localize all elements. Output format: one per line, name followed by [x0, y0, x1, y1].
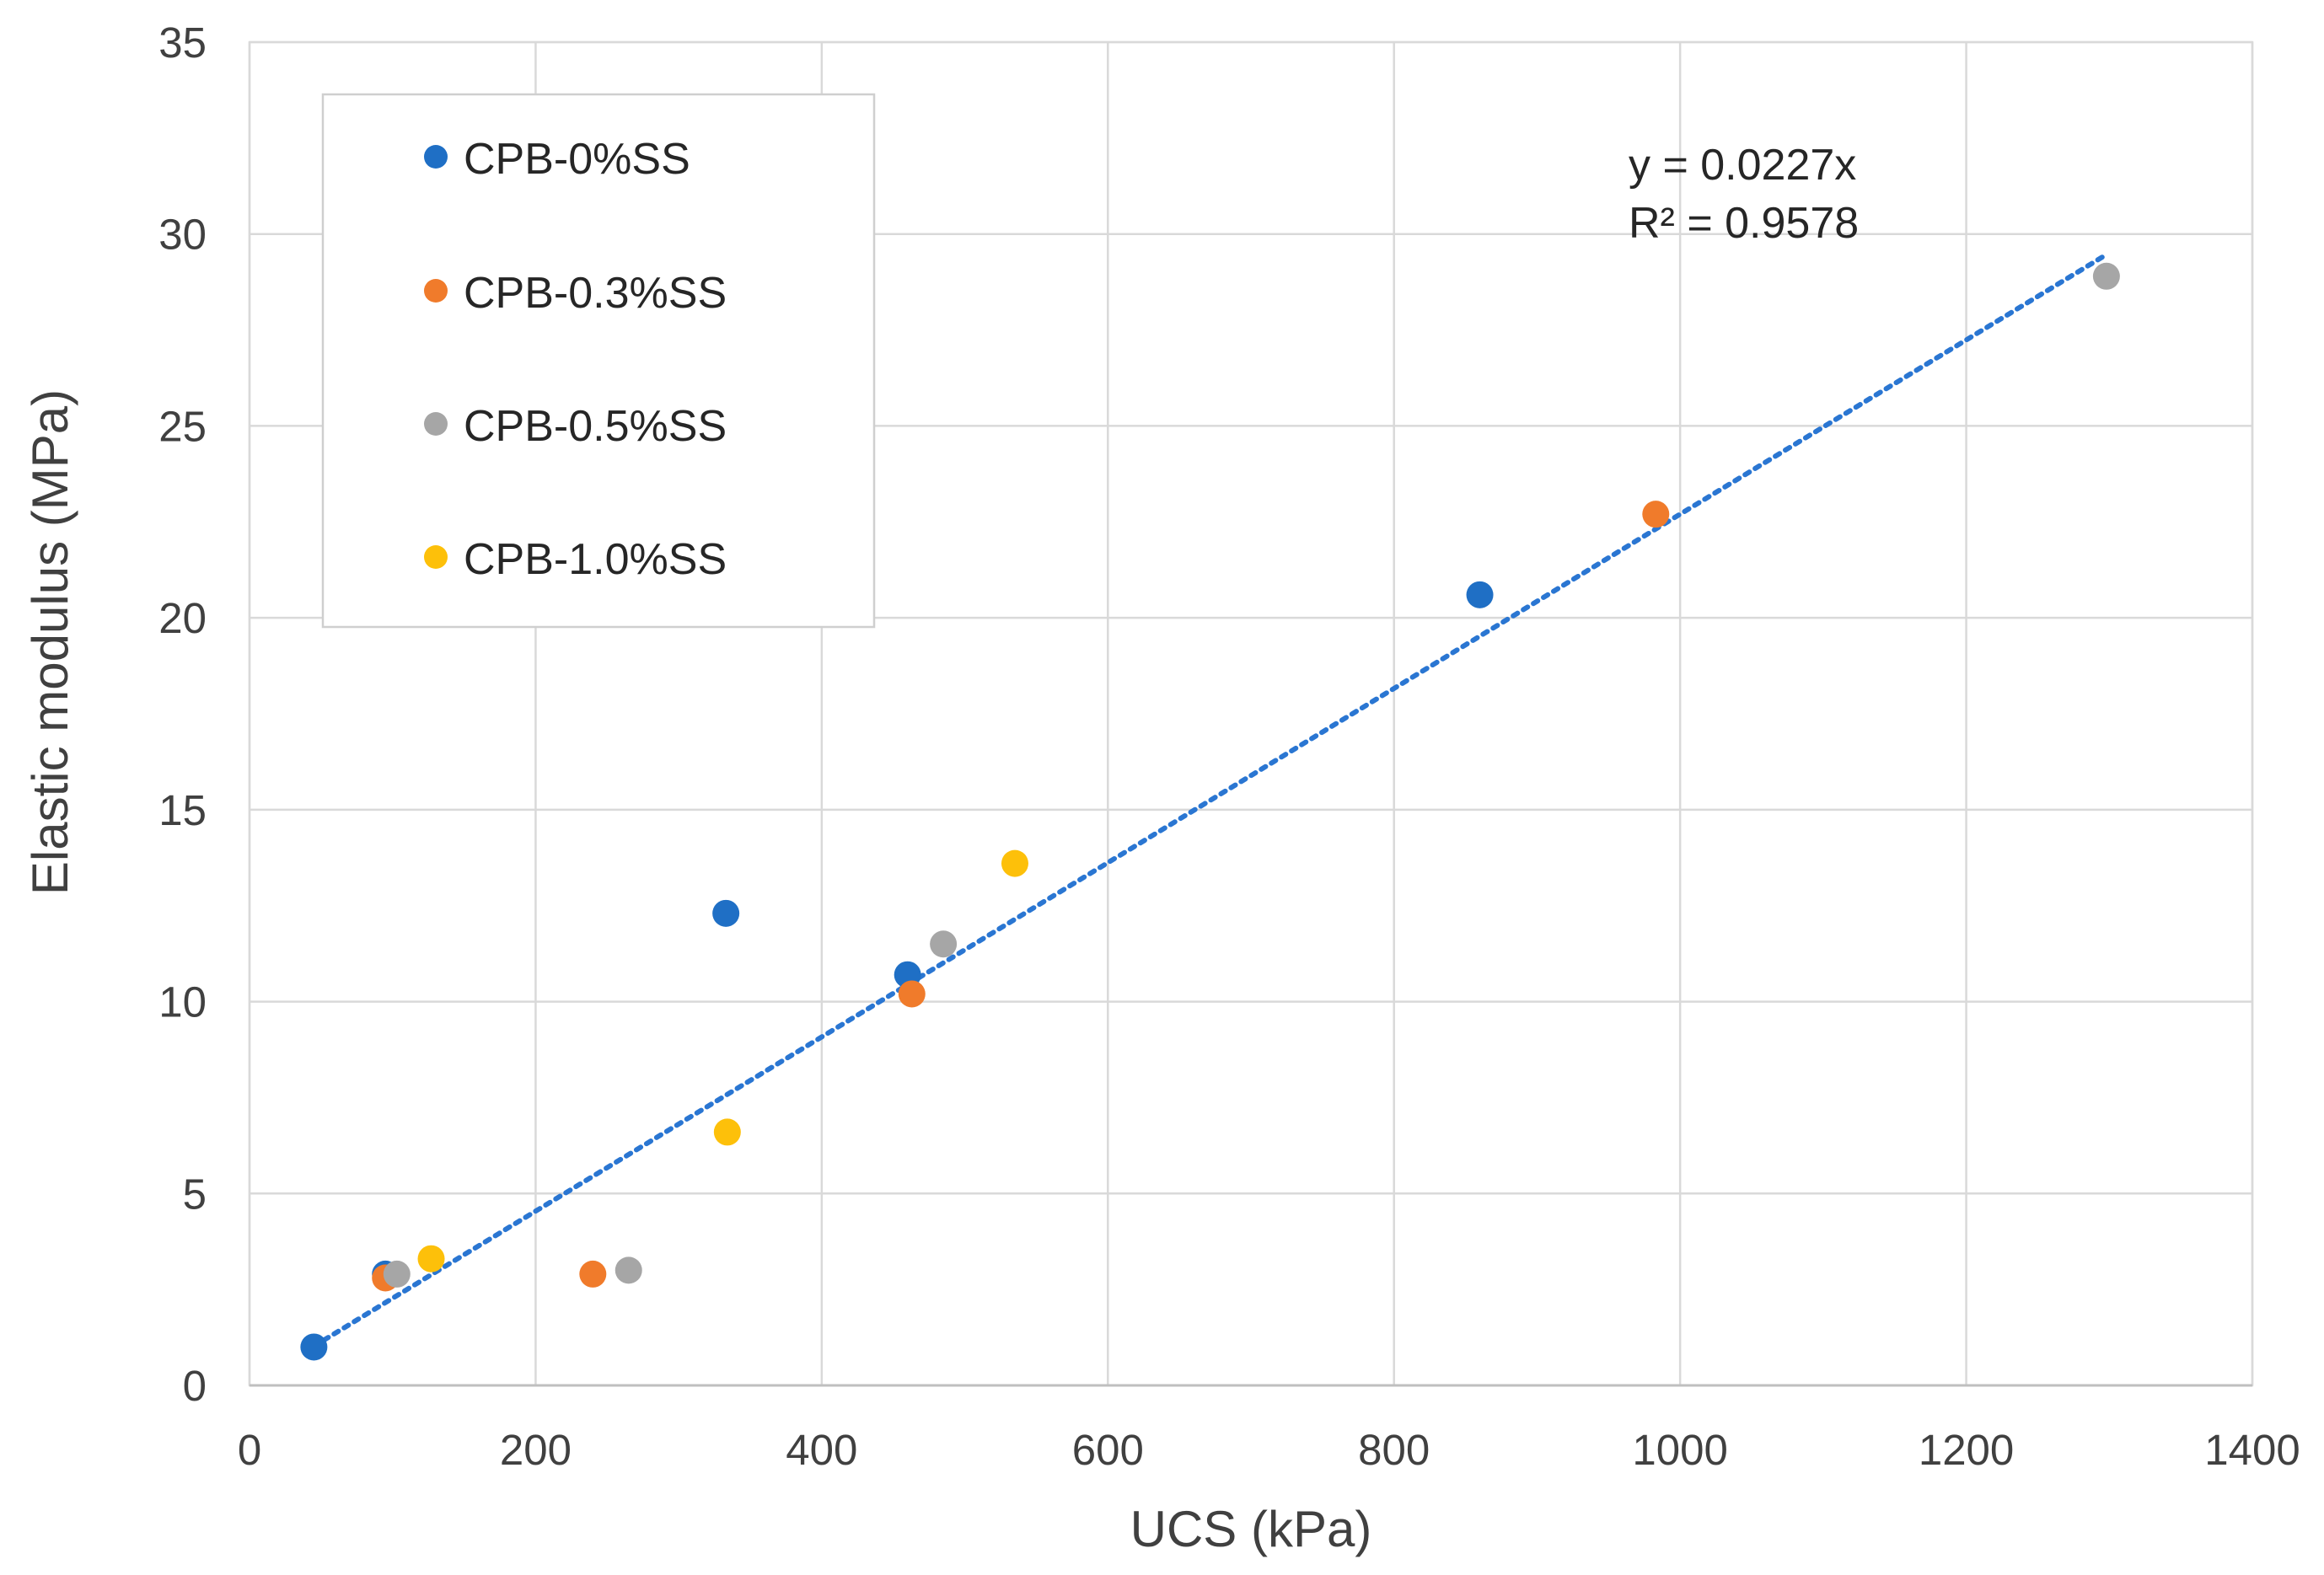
- point-series-2-1: [615, 1256, 642, 1284]
- trendline-equation: y = 0.0227x: [1629, 141, 1856, 190]
- point-series-0-0: [300, 1333, 328, 1361]
- trendline-r-squared: R² = 0.9578: [1629, 199, 1859, 248]
- point-series-3-0: [417, 1245, 445, 1272]
- point-series-0-4: [1466, 581, 1494, 608]
- point-series-1-1: [579, 1260, 607, 1288]
- point-series-1-3: [1642, 501, 1670, 528]
- grid: [248, 40, 2254, 1387]
- y-tick-label: 30: [158, 211, 207, 259]
- y-tick-label: 5: [183, 1170, 207, 1218]
- point-series-0-2: [712, 899, 740, 927]
- legend-marker: [424, 279, 448, 303]
- y-tick-label: 0: [183, 1362, 207, 1410]
- point-series-2-3: [2092, 262, 2120, 290]
- legend: CPB-0%SS CPB-0.3%SS CPB-0.5%SS CPB-1.0%SS: [321, 93, 876, 629]
- legend-marker: [424, 412, 448, 436]
- point-series-3-1: [713, 1118, 741, 1146]
- point-series-3-2: [1001, 849, 1028, 877]
- y-tick-label: 25: [158, 402, 207, 450]
- legend-label: CPB-0.5%SS: [464, 402, 727, 451]
- legend-marker: [424, 145, 448, 169]
- x-tick-label: 400: [786, 1426, 857, 1474]
- legend-label: CPB-0.3%SS: [464, 269, 727, 318]
- y-tick-label: 10: [158, 978, 207, 1026]
- y-tick-label: 15: [158, 786, 207, 834]
- x-tick-label: 800: [1358, 1426, 1430, 1474]
- legend-label: CPB-1.0%SS: [464, 535, 727, 584]
- point-series-1-2: [898, 980, 926, 1008]
- point-series-2-2: [930, 930, 958, 958]
- legend-box: [321, 93, 876, 629]
- y-tick-labels: 0 5 10 15 20 25 30 35: [158, 19, 207, 1410]
- x-tick-label: 600: [1072, 1426, 1144, 1474]
- legend-label: CPB-0%SS: [464, 135, 690, 184]
- x-tick-label: 1200: [1919, 1426, 2014, 1474]
- x-tick-label: 0: [238, 1426, 261, 1474]
- point-series-2-0: [383, 1260, 411, 1288]
- y-tick-label: 20: [158, 594, 207, 642]
- data-points: [300, 262, 2120, 1361]
- y-axis-title: Elastic modulus (MPa): [22, 389, 78, 895]
- x-tick-label: 1000: [1632, 1426, 1727, 1474]
- x-tick-labels: 0 200 400 600 800 1000 1200 1400: [238, 1426, 2300, 1474]
- x-axis-title: UCS (kPa): [1130, 1501, 1372, 1557]
- trendline-path: [311, 252, 2109, 1349]
- y-tick-label: 35: [158, 19, 207, 67]
- trendline: [311, 252, 2109, 1349]
- x-tick-label: 200: [500, 1426, 572, 1474]
- x-tick-label: 1400: [2204, 1426, 2300, 1474]
- legend-marker: [424, 545, 448, 569]
